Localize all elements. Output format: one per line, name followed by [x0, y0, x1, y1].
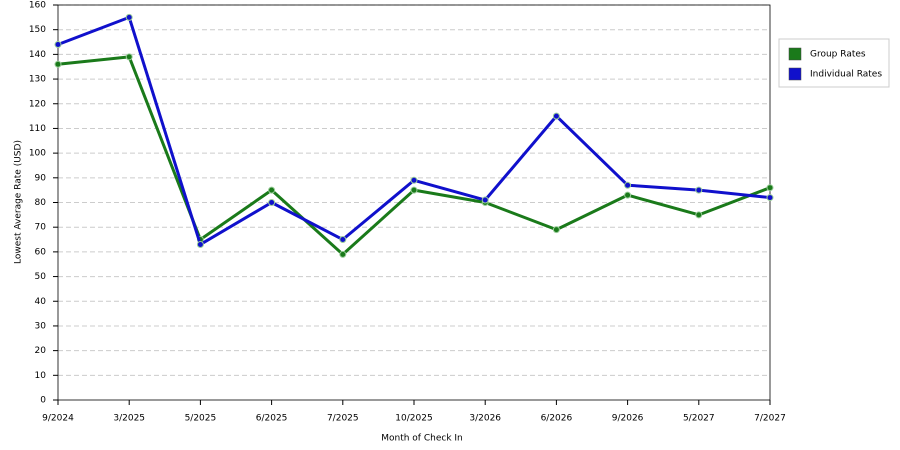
legend-swatch: [788, 67, 802, 81]
data-point: [410, 186, 418, 194]
legend-label: Individual Rates: [810, 70, 882, 80]
x-tick-label: 7/2027: [754, 414, 786, 424]
y-tick-label: 50: [35, 272, 47, 282]
y-tick-label: 60: [35, 247, 47, 257]
x-tick-label: 9/2026: [612, 414, 644, 424]
x-tick-label: 5/2027: [683, 414, 715, 424]
data-point: [339, 250, 347, 258]
x-tick-label: 9/2024: [42, 414, 74, 424]
y-tick-label: 0: [40, 396, 46, 406]
data-point: [695, 186, 703, 194]
y-tick-label: 70: [35, 223, 47, 233]
data-point: [339, 236, 347, 244]
data-point: [552, 112, 560, 120]
x-tick-label: 6/2025: [256, 414, 288, 424]
x-tick-label: 3/2025: [113, 414, 145, 424]
data-point: [695, 211, 703, 219]
y-tick-label: 80: [35, 198, 47, 208]
y-tick-label: 150: [29, 25, 46, 35]
series-line: [57, 15, 771, 246]
data-point: [54, 60, 62, 68]
y-tick-label: 90: [35, 173, 47, 183]
data-point: [54, 41, 62, 48]
data-point: [125, 13, 133, 21]
legend-swatch: [788, 47, 802, 61]
data-point: [624, 181, 632, 189]
y-tick-label: 40: [35, 297, 47, 307]
data-point: [125, 53, 133, 61]
data-point: [196, 240, 204, 248]
y-tick-label: 120: [29, 99, 46, 109]
x-tick-label: 10/2025: [395, 414, 432, 424]
y-tick-label: 10: [35, 371, 47, 381]
data-point: [766, 184, 774, 192]
data-point: [552, 226, 560, 234]
x-tick-label: 3/2026: [469, 414, 501, 424]
series-line: [57, 55, 771, 256]
data-point: [766, 194, 774, 202]
x-tick-label: 7/2025: [327, 414, 359, 424]
y-axis-label: Lowest Average Rate (USD): [14, 140, 24, 264]
data-point: [268, 199, 276, 206]
y-tick-label: 140: [29, 50, 46, 60]
y-tick-label: 160: [29, 1, 46, 11]
data-point: [410, 176, 418, 184]
data-point: [624, 191, 632, 199]
y-tick-label: 30: [35, 321, 47, 331]
y-tick-label: 100: [29, 149, 46, 159]
y-tick-label: 110: [29, 124, 46, 134]
data-point: [268, 186, 276, 194]
x-tick-label: 5/2025: [185, 414, 217, 424]
y-tick-label: 20: [35, 346, 47, 356]
legend-label: Group Rates: [810, 50, 866, 60]
data-point: [481, 196, 489, 204]
y-tick-label: 130: [29, 75, 46, 85]
x-tick-label: 6/2026: [541, 414, 573, 424]
x-axis-label: Month of Check In: [381, 434, 463, 444]
